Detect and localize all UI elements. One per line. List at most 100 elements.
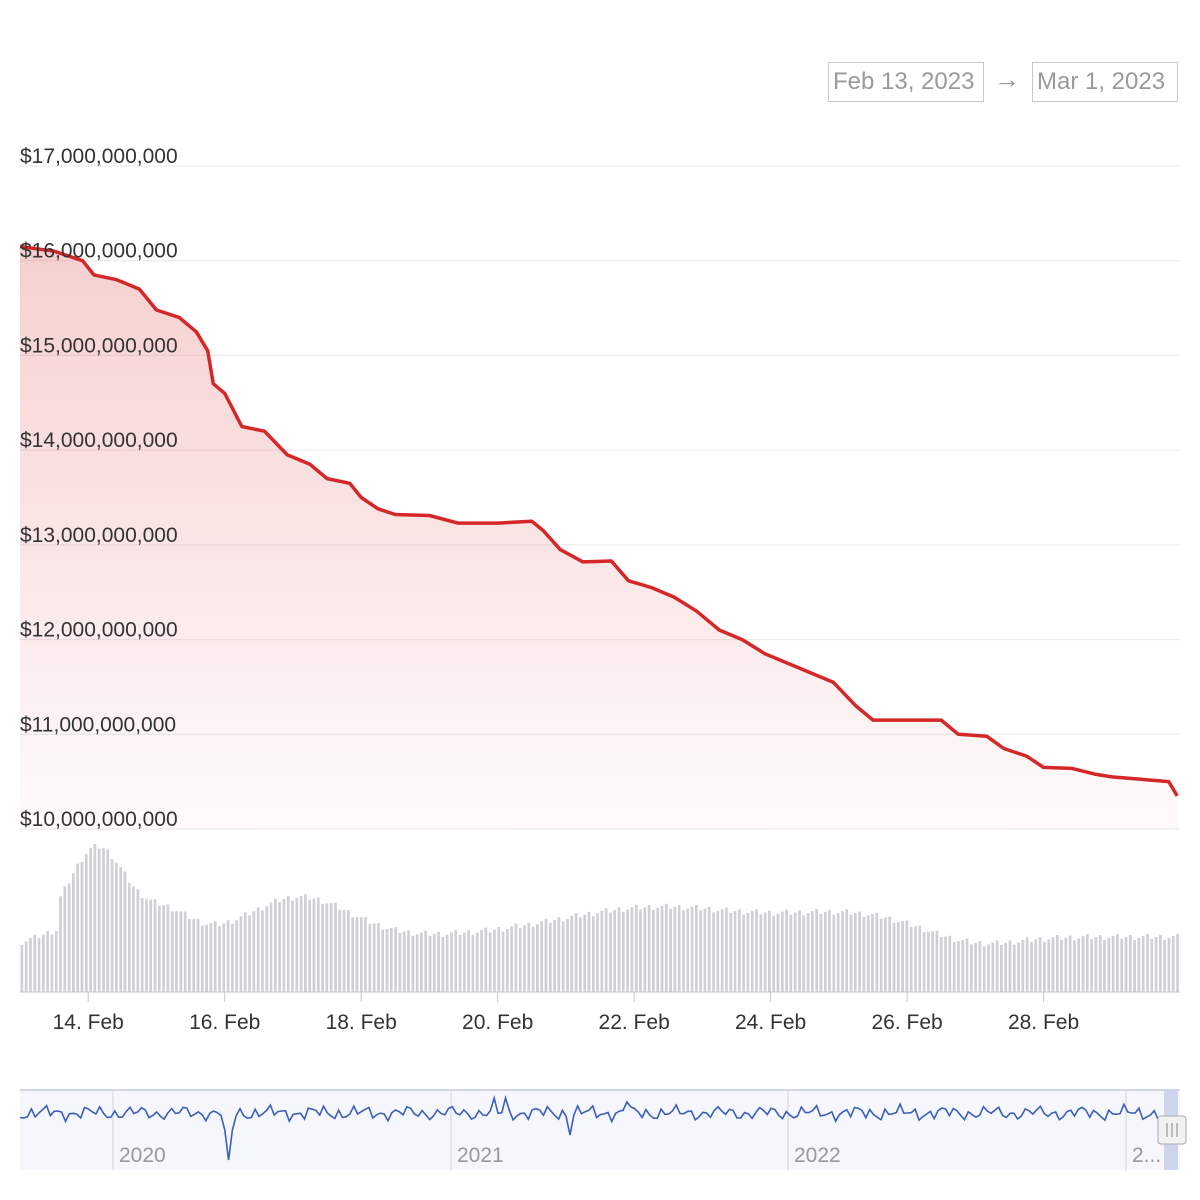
volume-bar [355,917,359,992]
volume-bar [394,927,397,992]
volume-bar [763,912,767,992]
volume-bar [157,905,161,992]
y-tick-label: $15,000,000,000 [20,334,178,357]
volume-bar [669,908,672,992]
volume-bar [750,911,754,992]
volume-bar [76,863,80,992]
volume-bar [342,909,346,992]
volume-bar [282,899,286,992]
volume-bar [768,910,771,992]
volume-bar [1004,942,1008,992]
volume-bar [1163,939,1167,992]
volume-bar [145,899,148,992]
volume-bar [248,915,251,992]
volume-bar [1081,936,1085,992]
volume-bar [935,930,939,992]
volume-bar [819,913,823,992]
volume-bar [656,907,660,992]
volume-bar [1107,938,1111,992]
volume-bar [931,931,935,992]
volume-bar [54,931,58,992]
volume-bar [1171,935,1175,992]
volume-bar [20,945,24,992]
volume-bar [424,930,428,992]
volume-bar [192,919,196,992]
volume-bar [952,941,956,992]
volume-bar [527,922,531,992]
volume-bar [484,927,488,992]
volume-bar [385,928,389,992]
volume-bar [927,931,930,992]
volume-bar [389,928,393,992]
volume-bar [626,909,629,992]
volume-bar [261,910,264,992]
volume-bar [566,918,569,992]
volume-bar [411,935,415,992]
volume-bar [364,917,367,992]
volume-bar [231,923,234,992]
volume-bar [1167,937,1171,992]
volume-bar [836,913,840,992]
volume-bar [188,918,191,992]
y-axis: $17,000,000,000 $16,000,000,000 $15,000,00… [20,145,178,831]
volume-bar [849,914,853,992]
volume-bar [789,914,793,992]
volume-bar [119,867,123,992]
volume-bar [639,909,642,992]
volume-bar [153,899,157,992]
volume-bar [175,911,178,992]
volume-bar [127,882,131,992]
volume-bar [407,930,410,992]
volume-bar [1146,933,1149,992]
volume-bar [798,910,801,992]
volume-bar [987,944,990,992]
volume-bar [226,920,230,992]
volume-bar [845,909,849,992]
navigator[interactable]: 2020 2021 2022 2... [19,1089,1187,1170]
volume-bar [471,934,475,992]
volume-bar [643,907,647,992]
volume-bar [1150,938,1154,992]
x-tick-label: 22. Feb [599,1011,670,1034]
volume-bar [617,907,621,992]
range-from-input[interactable]: Feb 13, 2023 [828,62,984,102]
volume-bar [1068,935,1072,992]
volume-bar [72,873,75,992]
volume-bar [209,923,213,992]
volume-bar [772,915,776,992]
x-tick-label: 18. Feb [326,1011,397,1034]
volume-bar [415,934,419,992]
volume-bar [866,915,870,992]
volume-bar [278,902,281,992]
volume-bar [338,909,342,992]
volume-bar [995,940,999,992]
volume-bar [914,926,917,992]
volume-bar [170,911,174,992]
volume-bar [660,905,664,992]
volume-bar [218,926,221,992]
volume-bar [948,935,952,992]
navigator-label: 2021 [457,1144,504,1167]
volume-bar [832,914,836,992]
volume-bar [583,914,587,992]
volume-bar [634,904,638,992]
volume-bar [548,922,552,992]
volume-bar [304,894,307,992]
x-tick-label: 20. Feb [462,1011,533,1034]
navigator-handle[interactable] [1157,1115,1187,1145]
volume-bar [1128,935,1132,992]
y-tick-label: $12,000,000,000 [20,619,178,642]
volume-bar [871,914,874,992]
volume-bar [759,914,763,992]
volume-bar [621,911,625,992]
range-to-input[interactable]: Mar 1, 2023 [1032,62,1178,102]
volume-bar [37,938,41,992]
volume-bar [321,903,324,992]
volume-bar [347,909,350,992]
volume-bar [596,913,599,992]
volume-bar [196,918,200,992]
volume-bar [1055,935,1059,992]
volume-bar [222,923,226,992]
volume-bar [682,910,685,992]
volume-bar [325,903,329,992]
